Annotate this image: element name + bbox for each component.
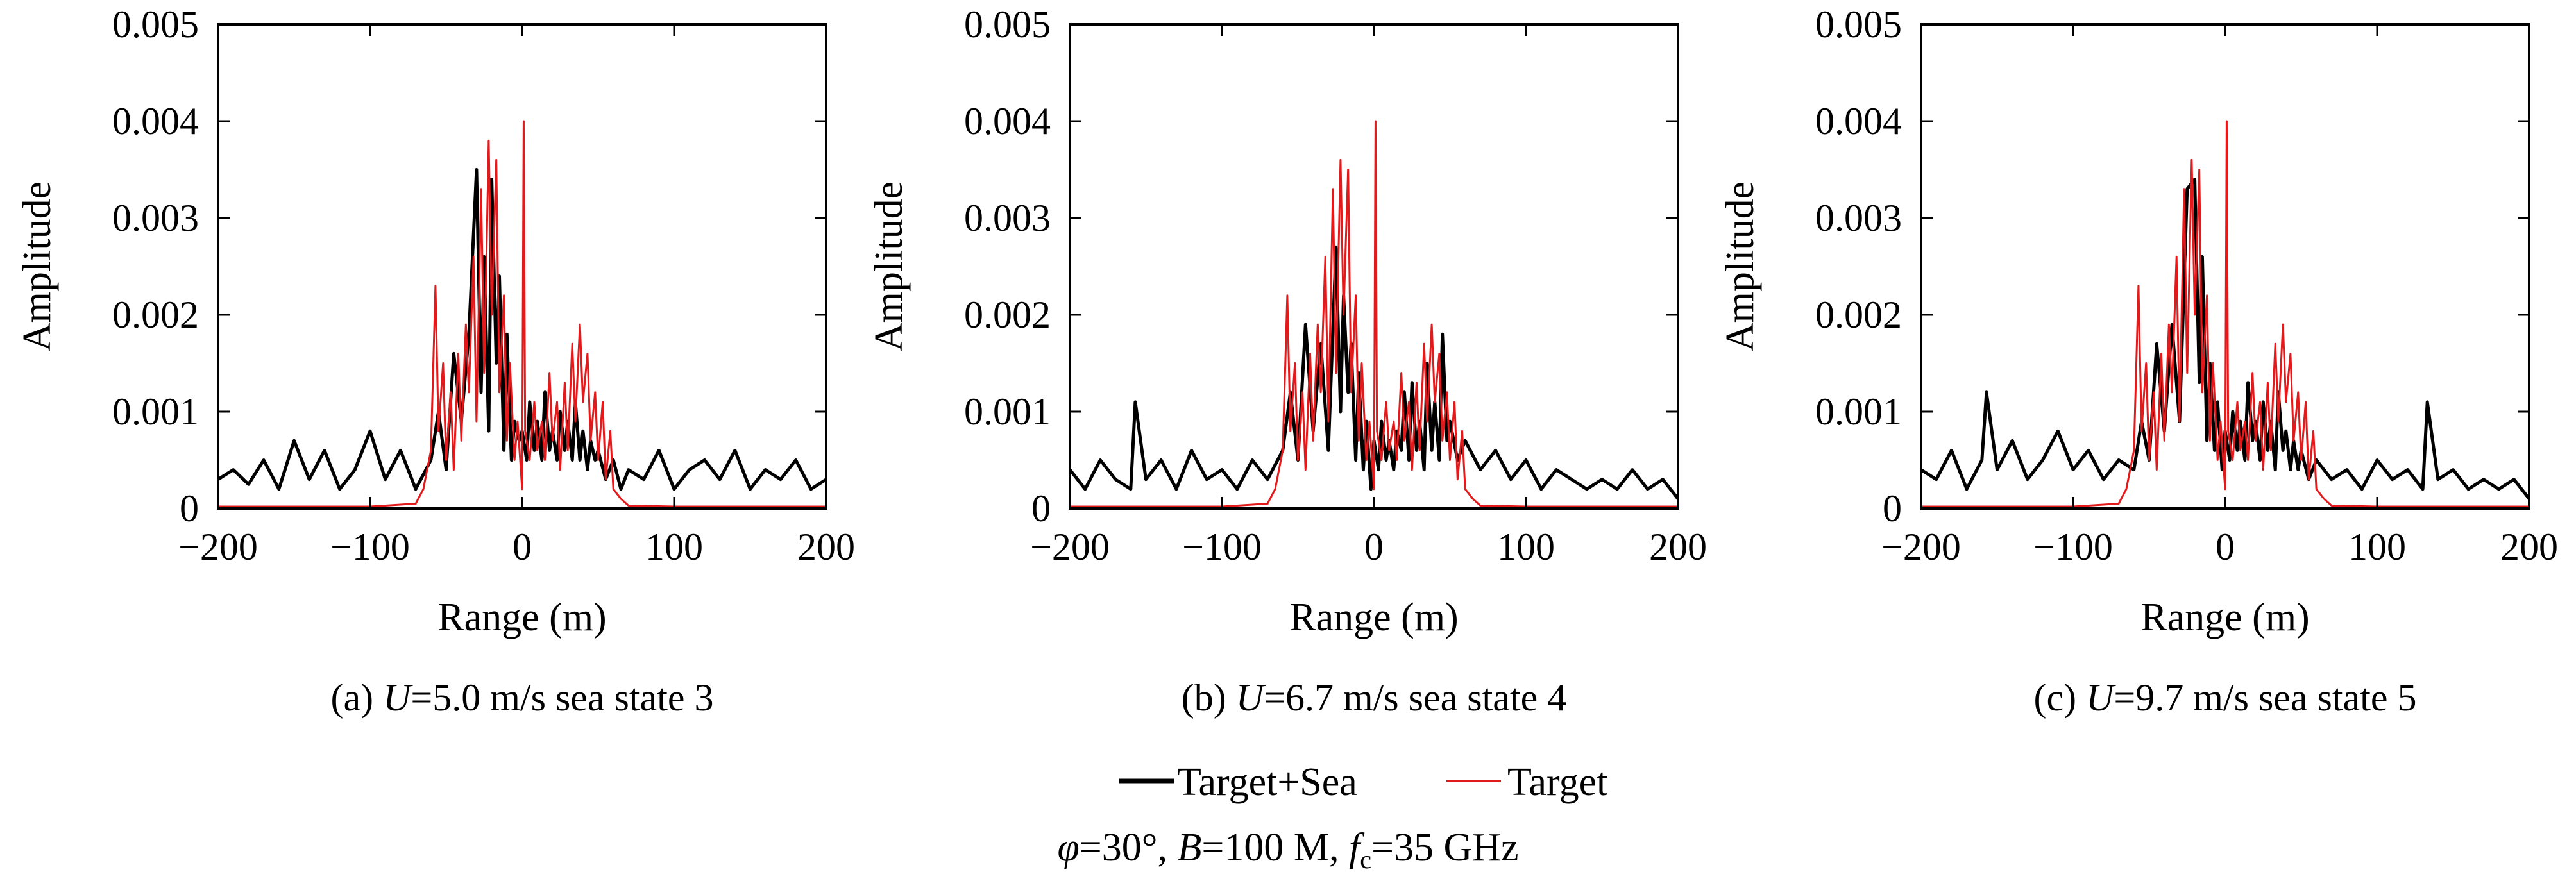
y-tick-label-b-0: 0 bbox=[1031, 487, 1051, 530]
y-tick-label-b-3: 0.003 bbox=[964, 197, 1051, 239]
phi-symbol: φ bbox=[1057, 826, 1079, 869]
y-axis-label-c: Amplitude bbox=[1718, 181, 1762, 351]
series-line-target-sea-b bbox=[1070, 245, 1678, 500]
y-tick-label-c-3: 0.003 bbox=[1815, 197, 1902, 239]
y-axis-label-a: Amplitude bbox=[15, 181, 59, 351]
x-tick-label-a-3: 100 bbox=[645, 526, 703, 568]
caption-variable-c: U bbox=[2086, 676, 2116, 719]
x-axis-label-c: Range (m) bbox=[2140, 596, 2309, 639]
panel-c-series bbox=[1921, 120, 2529, 508]
y-tick-label-c-4: 0.004 bbox=[1815, 100, 1902, 142]
series-line-target-sea-c bbox=[1921, 178, 2529, 500]
caption-text-b: =6.7 m/s sea state 4 bbox=[1264, 676, 1566, 719]
y-tick-label-b-5: 0.005 bbox=[964, 3, 1051, 46]
y-tick-label-a-2: 0.002 bbox=[112, 294, 199, 336]
x-tick-label-a-2: 0 bbox=[513, 526, 532, 568]
caption-variable-a: U bbox=[383, 676, 413, 719]
legend-label-target-sea: Target+Sea bbox=[1177, 760, 1357, 804]
panel-b-series bbox=[1070, 120, 1678, 508]
phi-value: =30°, bbox=[1080, 826, 1178, 869]
caption-a: (a) U=5.0 m/s sea state 3 bbox=[330, 676, 713, 719]
x-axis-label-b: Range (m) bbox=[1289, 596, 1458, 639]
caption-prefix-b: (b) bbox=[1182, 676, 1236, 719]
x-axis-label-a: Range (m) bbox=[437, 596, 606, 639]
caption-text-c: =9.7 m/s sea state 5 bbox=[2114, 676, 2416, 719]
bandwidth-symbol: B bbox=[1178, 826, 1202, 869]
x-tick-label-c-3: 100 bbox=[2348, 526, 2406, 568]
x-tick-label-a-0: −200 bbox=[178, 526, 258, 568]
legend-label-target: Target bbox=[1507, 760, 1607, 804]
x-tick-label-a-4: 200 bbox=[797, 526, 855, 568]
caption-prefix-c: (c) bbox=[2033, 676, 2086, 719]
x-tick-label-b-4: 200 bbox=[1649, 526, 1707, 568]
y-tick-label-b-1: 0.001 bbox=[964, 390, 1051, 433]
y-tick-label-b-2: 0.002 bbox=[964, 294, 1051, 336]
x-tick-label-b-0: −200 bbox=[1030, 526, 1110, 568]
series-line-target-a bbox=[218, 120, 826, 508]
panels: −200 −100 0 100 200 0 0.001 0.002 0.003 0.004 0.00… bbox=[15, 3, 2558, 719]
panel-a-series bbox=[218, 120, 826, 508]
parameters-line: φ=30°, B=100 M, fc=35 GHz bbox=[1057, 826, 1518, 874]
x-tick-label-b-2: 0 bbox=[1364, 526, 1384, 568]
y-tick-label-a-4: 0.004 bbox=[112, 100, 199, 142]
panel-b: −200 −100 0 100 200 0 0.001 0.002 0.003 0.004 0.00… bbox=[867, 3, 1707, 719]
y-tick-label-a-1: 0.001 bbox=[112, 390, 199, 433]
y-tick-label-c-0: 0 bbox=[1883, 487, 1902, 530]
frequency-subscript: c bbox=[1360, 845, 1371, 874]
x-tick-label-c-2: 0 bbox=[2216, 526, 2235, 568]
caption-variable-b: U bbox=[1236, 676, 1266, 719]
x-tick-label-b-3: 100 bbox=[1497, 526, 1555, 568]
x-tick-label-c-4: 200 bbox=[2500, 526, 2558, 568]
x-tick-label-a-1: −100 bbox=[330, 526, 410, 568]
caption-text-a: =5.0 m/s sea state 3 bbox=[411, 676, 713, 719]
y-tick-label-b-4: 0.004 bbox=[964, 100, 1051, 142]
caption-b: (b) U=6.7 m/s sea state 4 bbox=[1182, 676, 1566, 719]
x-tick-label-c-1: −100 bbox=[2033, 526, 2113, 568]
caption-prefix-a: (a) bbox=[330, 676, 383, 719]
bandwidth-value: =100 M, bbox=[1201, 826, 1349, 869]
series-line-target-b bbox=[1070, 120, 1678, 508]
y-tick-label-a-5: 0.005 bbox=[112, 3, 199, 46]
series-line-target-c bbox=[1921, 120, 2529, 508]
frequency-value: =35 GHz bbox=[1371, 826, 1519, 869]
x-tick-label-b-1: −100 bbox=[1182, 526, 1262, 568]
panel-c: −200 −100 0 100 200 0 0.001 0.002 0.003 0.004 0.00… bbox=[1718, 3, 2558, 719]
y-tick-label-c-5: 0.005 bbox=[1815, 3, 1902, 46]
y-tick-label-c-1: 0.001 bbox=[1815, 390, 1902, 433]
legend: Target+Sea Target bbox=[1119, 760, 1607, 804]
x-tick-label-c-0: −200 bbox=[1881, 526, 1961, 568]
caption-c: (c) U=9.7 m/s sea state 5 bbox=[2033, 676, 2416, 719]
y-tick-label-c-2: 0.002 bbox=[1815, 294, 1902, 336]
y-tick-label-a-3: 0.003 bbox=[112, 197, 199, 239]
y-tick-label-a-0: 0 bbox=[180, 487, 199, 530]
panel-a: −200 −100 0 100 200 0 0.001 0.002 0.003 0.004 0.00… bbox=[15, 3, 855, 719]
y-axis-label-b: Amplitude bbox=[867, 181, 911, 351]
